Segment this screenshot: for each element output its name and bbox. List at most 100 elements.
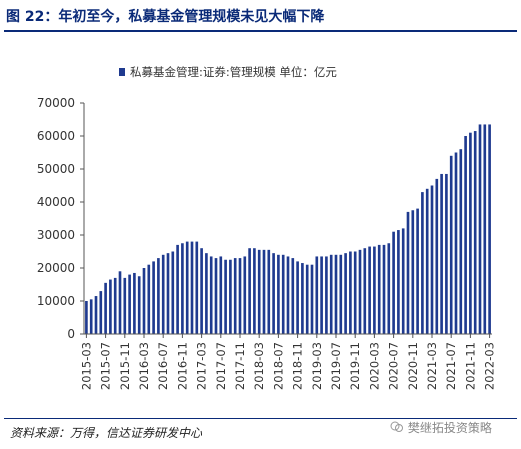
x-tick-label: 2019-07 <box>329 342 343 390</box>
bar <box>219 256 223 334</box>
bar <box>401 228 405 334</box>
bar <box>277 254 280 334</box>
bar <box>233 258 237 334</box>
bar <box>161 254 165 334</box>
bar <box>267 249 271 334</box>
bar <box>305 264 309 334</box>
bar <box>171 251 175 334</box>
bar <box>459 149 463 334</box>
figure-title: 图 22：年初至今，私募基金管理规模未见大幅下降 <box>6 9 325 25</box>
bar <box>209 256 213 334</box>
bar <box>315 256 319 334</box>
bar <box>128 274 131 334</box>
x-tick-label: 2022-03 <box>483 342 497 390</box>
bar <box>406 211 410 334</box>
bar <box>473 131 477 334</box>
bar <box>253 248 256 334</box>
x-tick-label: 2021-11 <box>463 342 477 390</box>
bar <box>262 249 266 334</box>
bar <box>200 248 203 334</box>
x-axis: 2015-03 2015-07 2015-11 2016-03 2016-07 2016-… <box>79 333 497 390</box>
x-tick-label: 2016-11 <box>175 342 189 390</box>
bar <box>238 258 242 334</box>
bar <box>99 291 103 334</box>
x-tick-label: 2017-11 <box>233 342 247 390</box>
bar <box>281 254 285 334</box>
bar <box>488 124 491 334</box>
bar <box>248 248 251 334</box>
x-tick-label: 2019-11 <box>348 342 362 390</box>
legend-swatch <box>119 68 125 76</box>
x-tick-label: 2021-07 <box>444 342 458 390</box>
bar <box>339 254 343 334</box>
bar <box>257 249 261 334</box>
bar <box>205 253 208 334</box>
bar-series <box>85 124 491 334</box>
bar <box>411 210 415 334</box>
x-tick-label: 2016-07 <box>156 342 170 390</box>
bar <box>416 208 419 334</box>
y-tick-label: 50000 <box>37 162 75 176</box>
bar <box>181 243 184 334</box>
bar <box>301 263 304 334</box>
x-tick-label: 2017-07 <box>214 342 228 390</box>
y-tick-label: 40000 <box>37 195 75 209</box>
bar <box>397 230 400 334</box>
y-tick-label: 30000 <box>37 228 75 242</box>
bar <box>310 264 314 334</box>
bar <box>272 253 275 334</box>
source-note: 资料来源：万得，信达证券研发中心 <box>10 426 203 440</box>
bar <box>291 258 295 334</box>
bar <box>454 152 458 334</box>
bar <box>478 124 482 334</box>
bar <box>94 296 98 334</box>
x-tick-label: 2018-07 <box>271 342 285 390</box>
bar <box>152 261 155 334</box>
x-tick-label: 2020-07 <box>387 342 401 390</box>
bar <box>123 277 127 334</box>
x-tick-label: 2017-03 <box>195 342 209 390</box>
bar <box>190 241 194 334</box>
bar <box>440 173 443 334</box>
bar <box>387 243 391 334</box>
bar <box>85 301 88 334</box>
bar <box>349 251 352 334</box>
y-tick-label: 70000 <box>37 96 75 110</box>
bar <box>185 241 189 334</box>
y-tick-label: 60000 <box>37 129 75 143</box>
x-tick-label: 2015-03 <box>79 342 93 390</box>
bar <box>243 256 247 334</box>
x-tick-label: 2015-11 <box>118 342 132 390</box>
bar <box>118 271 122 334</box>
bar <box>368 246 371 334</box>
bar <box>430 185 434 334</box>
bar <box>382 244 386 334</box>
x-tick-label: 2021-03 <box>425 342 439 390</box>
watermark-text: 樊继拓投资策略 <box>407 421 492 435</box>
x-tick-label: 2018-11 <box>291 342 305 390</box>
bar <box>392 231 395 334</box>
bar <box>104 282 107 334</box>
bar <box>464 136 467 334</box>
bar <box>435 178 439 334</box>
bar <box>373 246 376 334</box>
bar <box>286 256 290 334</box>
x-tick-label: 2019-03 <box>310 342 324 390</box>
bar <box>147 264 151 334</box>
legend: 私募基金管理:证券:管理规模 单位：亿元 <box>119 65 337 79</box>
bar <box>166 253 170 334</box>
bar <box>334 254 338 334</box>
legend-label: 私募基金管理:证券:管理规模 单位：亿元 <box>130 65 337 79</box>
bar <box>421 192 424 334</box>
watermark: 樊继拓投资策略 <box>390 419 492 436</box>
bar <box>449 155 453 334</box>
bar <box>229 259 232 334</box>
y-axis: 0 10000 20000 30000 40000 50000 60000 70000 <box>37 96 85 341</box>
bar <box>353 251 357 334</box>
bar <box>320 256 323 334</box>
bar-chart: 私募基金管理:证券:管理规模 单位：亿元 0 10000 20000 30000 400… <box>37 65 497 390</box>
bar <box>133 272 136 334</box>
x-tick-label: 2018-03 <box>252 342 266 390</box>
bar <box>195 241 199 334</box>
bar <box>89 299 93 334</box>
